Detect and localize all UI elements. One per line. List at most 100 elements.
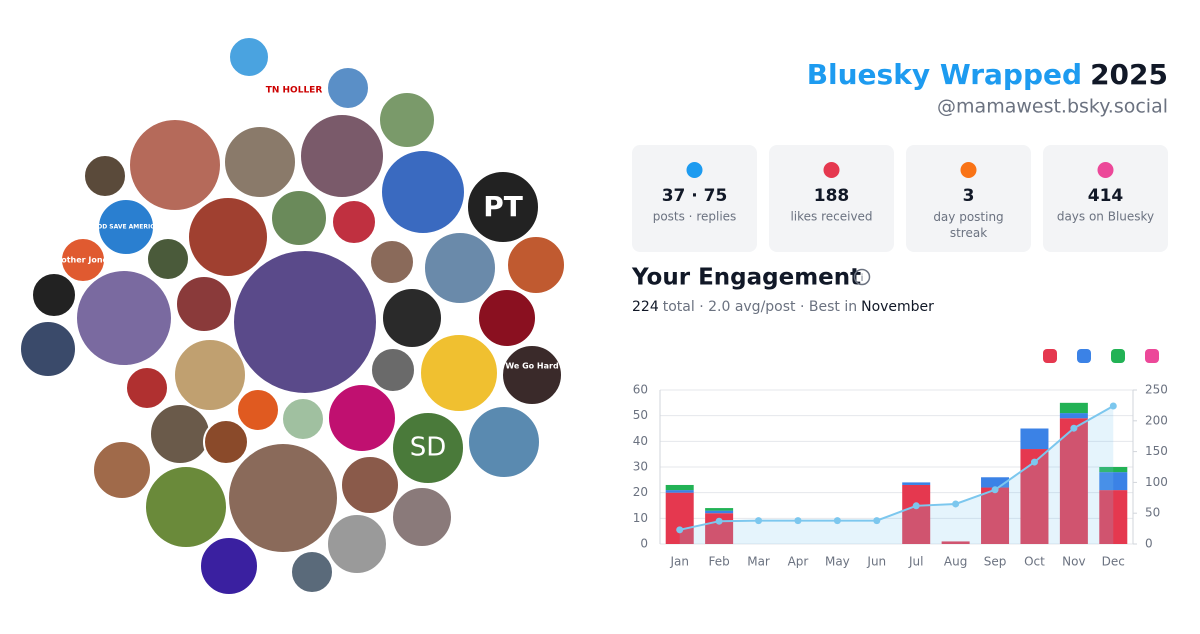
x-tick-label: Jun <box>866 555 886 569</box>
avatar <box>75 269 173 367</box>
y2-tick-label: 50 <box>1145 506 1160 520</box>
stat-label: day posting streak <box>933 210 1003 240</box>
x-tick-label: Jan <box>669 555 689 569</box>
legend-icon[interactable] <box>1043 349 1057 363</box>
bar-segment <box>665 490 694 493</box>
bar-segment <box>1099 490 1128 544</box>
x-tick-label: Sep <box>984 555 1007 569</box>
bar-segment <box>1059 402 1088 414</box>
line-point <box>794 517 802 525</box>
avatar <box>299 113 385 199</box>
avatar <box>419 333 499 413</box>
avatar-text: We Go Hard <box>505 362 559 371</box>
avatar <box>326 513 388 575</box>
avatar <box>199 536 259 596</box>
x-tick-label: Apr <box>788 555 809 569</box>
avatar <box>466 170 540 244</box>
avatar <box>326 66 370 110</box>
info-icon-glyph: i <box>861 273 864 284</box>
avatar-text: SD <box>410 433 447 463</box>
line-point <box>1070 424 1078 432</box>
bar-segment <box>1099 472 1128 491</box>
x-tick-label: Aug <box>944 555 967 569</box>
avatar <box>227 442 339 554</box>
best-month: November <box>861 299 934 315</box>
y-tick-label: 20 <box>633 485 648 499</box>
title-brand: Bluesky Wrapped <box>807 58 1082 91</box>
y-tick-label: 40 <box>633 434 648 448</box>
avatar <box>391 486 453 548</box>
summary: 224 total · 2.0 avg/post · Best in Novembe… <box>632 299 934 315</box>
y2-tick-label: 200 <box>1145 413 1168 427</box>
bar-segment <box>665 492 694 544</box>
x-tick-label: Feb <box>709 555 730 569</box>
avatar <box>369 239 415 285</box>
line <box>679 405 1114 531</box>
avatar <box>146 237 190 281</box>
stat-card <box>632 145 757 252</box>
bar-segment <box>705 510 734 514</box>
avatar <box>290 550 334 594</box>
avatar <box>173 338 247 412</box>
stat-label: days on Bluesky <box>1057 210 1154 224</box>
avatar <box>236 388 280 432</box>
avatar <box>83 154 127 198</box>
line-point <box>952 500 960 508</box>
avatar <box>327 383 397 453</box>
avatar <box>506 235 566 295</box>
avatar <box>378 91 436 149</box>
x-tick-label: Dec <box>1102 555 1125 569</box>
legend-icon[interactable] <box>1111 349 1125 363</box>
stat-value: 37 · 75 <box>662 186 728 206</box>
legend-icon[interactable] <box>1077 349 1091 363</box>
y2-tick-label: 100 <box>1145 475 1168 489</box>
stat-icon <box>1097 162 1114 178</box>
avatar <box>232 249 378 395</box>
avatar-logo <box>265 83 321 109</box>
avatar <box>187 196 269 278</box>
avatar <box>391 411 465 485</box>
bar-segment <box>1059 418 1088 544</box>
line-point <box>873 517 881 525</box>
section-title: Your Engagement <box>631 265 861 291</box>
y-tick-label: 50 <box>633 408 648 422</box>
avatar <box>501 344 563 406</box>
y2-tick-label: 0 <box>1145 537 1153 551</box>
stat-label: posts · replies <box>653 210 737 224</box>
stat-label: likes received <box>790 210 872 224</box>
info-icon[interactable] <box>853 268 871 286</box>
avatar-collage: TN HOLLER PT POD SAVE AMERICA Mother Jones W… <box>19 36 566 596</box>
title-year: 2025 <box>1090 58 1168 91</box>
avatar <box>125 366 169 410</box>
stat-icon <box>960 162 977 178</box>
stat-value: 414 <box>1088 186 1124 206</box>
stat-value: 3 <box>963 186 975 206</box>
avatar <box>380 149 466 235</box>
avatar <box>19 320 77 378</box>
stat-card <box>769 145 894 252</box>
avatar <box>423 231 497 305</box>
bar-segment <box>902 482 931 485</box>
legend-icon[interactable] <box>1145 349 1159 363</box>
bar-segment <box>981 487 1010 544</box>
line-point <box>715 517 723 525</box>
avatar-text: PT <box>483 190 523 223</box>
avatar <box>31 272 77 318</box>
stat-card <box>1043 145 1168 252</box>
avatar <box>223 125 297 199</box>
x-tick-label: May <box>825 555 850 569</box>
stat-icon <box>686 162 703 178</box>
bar-segment <box>705 508 734 511</box>
avatar-text: TN HOLLER <box>266 86 323 96</box>
avatar <box>203 419 249 465</box>
avatar <box>270 189 328 247</box>
line-point <box>1109 402 1117 410</box>
bar-segment <box>1099 467 1128 473</box>
y2-tick-label: 250 <box>1145 383 1168 397</box>
x-tick-label: Mar <box>747 555 770 569</box>
avatar <box>228 36 270 78</box>
avatar <box>128 118 222 212</box>
x-tick-label: Oct <box>1024 555 1045 569</box>
bar-segment <box>902 484 931 544</box>
